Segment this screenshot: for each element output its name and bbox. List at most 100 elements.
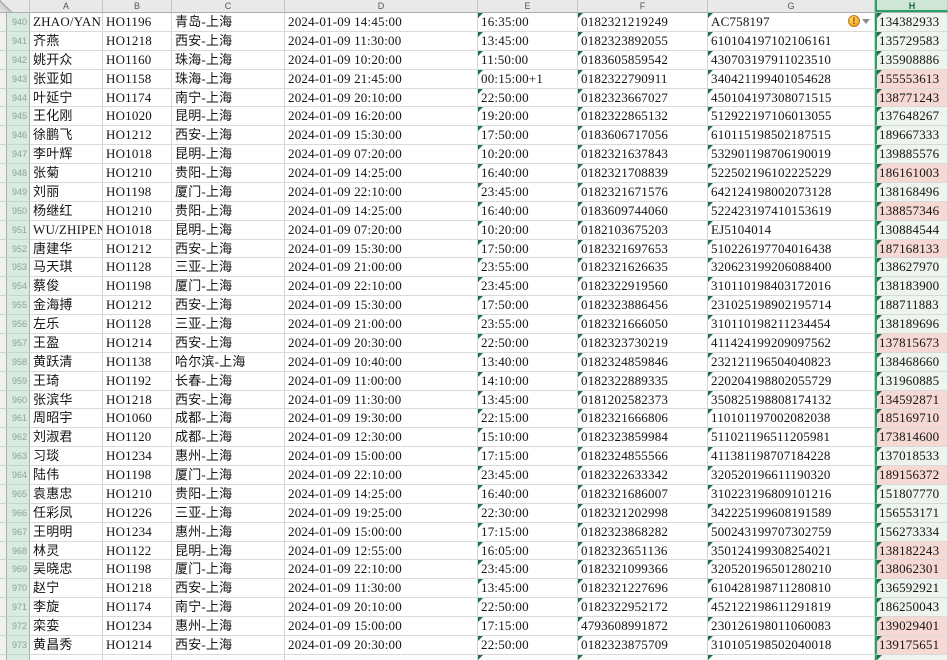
cell-B970[interactable]: HO1218 [103,579,172,599]
row-header[interactable]: 949 [0,182,30,202]
cell-B963[interactable]: HO1234 [103,447,172,466]
cell-C943[interactable]: 珠海-上海 [172,69,285,89]
cell-G944[interactable]: 450104197308071515 [708,88,875,108]
cell-B956[interactable]: HO1128 [103,315,172,334]
cell-E942[interactable]: 11:50:00 [478,50,578,70]
row-header[interactable]: 946 [0,126,30,146]
cell-H953[interactable]: 138627970 [875,258,948,278]
cell-D940[interactable]: 2024-01-09 14:45:00 [285,13,478,32]
row-header[interactable]: 967 [0,522,30,542]
cell-E952[interactable]: 17:50:00 [478,239,578,259]
cell-B955[interactable]: HO1212 [103,296,172,315]
cell-G949[interactable]: 642124198002073128 [708,182,875,202]
cell-F947[interactable]: 0182321637843 [578,145,708,164]
cell-G969[interactable]: 320520196501280210 [708,560,875,580]
row-header[interactable]: 951 [0,220,30,240]
cell-D943[interactable]: 2024-01-09 21:45:00 [285,69,478,89]
cell-C955[interactable]: 西安-上海 [172,296,285,315]
cell-F940[interactable]: 0182321219249 [578,13,708,32]
cell-A957[interactable]: 王盈 [30,333,103,353]
cell-A952[interactable]: 唐建华 [30,239,103,259]
cell-F949[interactable]: 0182321671576 [578,182,708,202]
cell-G964[interactable]: 320520196611190320 [708,466,875,485]
cell-H955[interactable]: 188711883 [875,296,948,315]
cell-F961[interactable]: 0182321666806 [578,409,708,429]
cell-A965[interactable]: 袁惠忠 [30,484,103,504]
cell-F960[interactable]: 0181202582373 [578,390,708,410]
cell-F942[interactable]: 0183605859542 [578,50,708,70]
cell-H974[interactable] [875,654,948,660]
cell-D953[interactable]: 2024-01-09 21:00:00 [285,258,478,278]
cell-A950[interactable]: 杨继红 [30,201,103,221]
cell-H967[interactable]: 156273334 [875,522,948,542]
cell-A949[interactable]: 刘丽 [30,182,103,202]
row-header[interactable]: 972 [0,617,30,636]
cell-H945[interactable]: 137648267 [875,107,948,127]
cell-H971[interactable]: 186250043 [875,598,948,617]
cell-H962[interactable]: 173814600 [875,428,948,448]
cell-A967[interactable]: 王明明 [30,522,103,542]
cell-E959[interactable]: 14:10:00 [478,371,578,391]
cell-B959[interactable]: HO1192 [103,371,172,391]
cell-D942[interactable]: 2024-01-09 10:20:00 [285,50,478,70]
row-header[interactable]: 968 [0,541,30,561]
cell-G940[interactable]: AC758197! [708,13,875,32]
cell-D946[interactable]: 2024-01-09 15:30:00 [285,126,478,146]
cell-G970[interactable]: 610428198711280810 [708,579,875,599]
cell-D971[interactable]: 2024-01-09 20:10:00 [285,598,478,617]
cell-A962[interactable]: 刘淑君 [30,428,103,448]
cell-B961[interactable]: HO1060 [103,409,172,429]
row-header[interactable]: 954 [0,277,30,297]
cell-A973[interactable]: 黄昌秀 [30,635,103,655]
cell-B957[interactable]: HO1214 [103,333,172,353]
column-header-C[interactable]: C [172,0,285,12]
row-header[interactable]: 960 [0,390,30,410]
cell-C972[interactable]: 惠州-上海 [172,617,285,636]
row-header[interactable]: 963 [0,447,30,466]
cell-H949[interactable]: 138168496 [875,182,948,202]
cell-E940[interactable]: 16:35:00 [478,13,578,32]
cell-B942[interactable]: HO1160 [103,50,172,70]
cell-G974[interactable] [708,654,875,660]
cell-D948[interactable]: 2024-01-09 14:25:00 [285,164,478,183]
cell-A945[interactable]: 王化刚 [30,107,103,127]
cell-H941[interactable]: 135729583 [875,31,948,51]
cell-H948[interactable]: 186161003 [875,164,948,183]
cell-G946[interactable]: 610115198502187515 [708,126,875,146]
cell-H973[interactable]: 139175651 [875,635,948,655]
cell-G942[interactable]: 430703197911023510 [708,50,875,70]
cell-E948[interactable]: 16:40:00 [478,164,578,183]
cell-A966[interactable]: 任彩凤 [30,503,103,523]
cell-B940[interactable]: HO1196 [103,13,172,32]
cell-F944[interactable]: 0182323667027 [578,88,708,108]
cell-F951[interactable]: 0182103675203 [578,220,708,240]
cell-H970[interactable]: 136592921 [875,579,948,599]
cell-H946[interactable]: 189667333 [875,126,948,146]
cell-C964[interactable]: 厦门-上海 [172,466,285,485]
cell-B953[interactable]: HO1128 [103,258,172,278]
cell-D972[interactable]: 2024-01-09 15:00:00 [285,617,478,636]
cell-H952[interactable]: 187168133 [875,239,948,259]
cell-F953[interactable]: 0182321626635 [578,258,708,278]
cell-C969[interactable]: 厦门-上海 [172,560,285,580]
cell-A963[interactable]: 习琰 [30,447,103,466]
cell-D973[interactable]: 2024-01-09 20:30:00 [285,635,478,655]
cell-G959[interactable]: 220204198802055729 [708,371,875,391]
cell-G971[interactable]: 452122198611291819 [708,598,875,617]
cell-A943[interactable]: 张亚如 [30,69,103,89]
cell-E969[interactable]: 23:45:00 [478,560,578,580]
cell-F955[interactable]: 0182323886456 [578,296,708,315]
cell-E961[interactable]: 22:15:00 [478,409,578,429]
cell-F950[interactable]: 0183609744060 [578,201,708,221]
cell-D941[interactable]: 2024-01-09 11:30:00 [285,31,478,51]
cell-E943[interactable]: 00:15:00+1 [478,69,578,89]
cell-F974[interactable] [578,654,708,660]
cell-C971[interactable]: 南宁-上海 [172,598,285,617]
cell-G967[interactable]: 500243199707302759 [708,522,875,542]
row-header[interactable]: 966 [0,503,30,523]
row-header[interactable]: 950 [0,201,30,221]
cell-F956[interactable]: 0182321666050 [578,315,708,334]
cell-B951[interactable]: HO1018 [103,220,172,240]
cell-F965[interactable]: 0182321686007 [578,484,708,504]
cell-C944[interactable]: 南宁-上海 [172,88,285,108]
